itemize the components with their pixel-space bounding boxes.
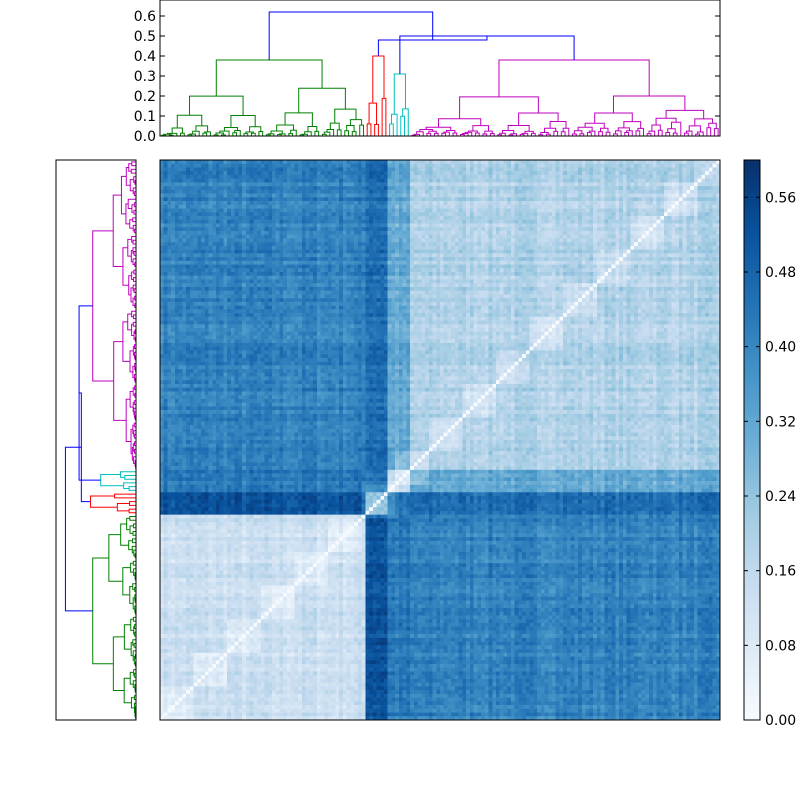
top-dendrogram [159, 0, 721, 137]
dendrogram-link [665, 131, 671, 136]
dendrogram-link [122, 321, 131, 362]
dendrogram-link [349, 119, 363, 126]
dendrogram-link [314, 130, 320, 136]
dendrogram-link [189, 95, 244, 116]
dendrogram-link [132, 538, 136, 544]
dendrogram-link [605, 131, 611, 136]
dendrogram-link [116, 502, 130, 512]
dendrogram-link [560, 131, 566, 136]
dendrogram-link [204, 131, 211, 136]
dendrogram-link [127, 313, 132, 331]
dendrogram-link [498, 59, 650, 97]
dendrogram-link [624, 132, 630, 136]
dendrogram-link [120, 523, 129, 546]
dendrogram-link [89, 495, 118, 508]
dendrogram-link [128, 486, 136, 491]
dendrogram-link [112, 636, 125, 691]
top-axis-tick-label: 0.1 [134, 109, 156, 125]
dendrogram-link [134, 708, 136, 717]
dendrogram-link [400, 115, 406, 136]
dendrogram-link [637, 127, 644, 136]
dendrogram-link [129, 516, 136, 521]
dendrogram-link [657, 129, 663, 136]
dendrogram-link [64, 446, 93, 612]
dendrogram-link [230, 115, 256, 128]
dendrogram-link [268, 11, 434, 60]
dendrogram-link [389, 123, 394, 136]
dendrogram-link [124, 474, 136, 480]
dendrogram-link [123, 482, 136, 490]
dendrogram-link [113, 341, 127, 421]
dendrogram-link [123, 624, 132, 650]
top-axis-tick-label: 0.6 [134, 9, 156, 25]
dendrogram-link [598, 131, 603, 136]
dendrogram-link [518, 112, 559, 126]
dendrogram-link [128, 508, 136, 514]
dendrogram-link [344, 130, 350, 136]
dendrogram-link [694, 118, 714, 126]
dendrogram-link [334, 108, 357, 124]
dendrogram-link [655, 117, 677, 125]
dendrogram-link [131, 236, 136, 243]
dendrogram-link [120, 471, 136, 478]
heatmap [159, 159, 721, 721]
dendrogram-link [336, 129, 342, 136]
dendrogram-link [713, 128, 719, 136]
top-axis-tick-label: 0.0 [134, 129, 156, 145]
dendrogram-link [290, 129, 297, 136]
top-dendrogram-frame [159, 0, 721, 137]
dendrogram-link [359, 124, 364, 136]
dendrogram-link [472, 125, 490, 132]
top-dendrogram-axis: 0.0 0.1 0.2 0.3 0.4 0.5 0.6 [134, 9, 720, 145]
dendrogram-link [399, 35, 575, 74]
dendrogram-link [92, 557, 114, 665]
dendrogram-link [374, 124, 379, 136]
top-axis-tick-label: 0.2 [134, 89, 156, 105]
left-dendrogram-frame [55, 159, 137, 721]
dendrogram-link [215, 59, 323, 97]
dendrogram-link [171, 127, 183, 134]
dendrogram-link [131, 161, 136, 167]
top-axis-tick-label: 0.5 [134, 29, 156, 45]
top-axis-tick-label: 0.3 [134, 69, 156, 85]
dendrogram-link [459, 96, 539, 119]
dendrogram-link [588, 130, 596, 136]
dendrogram-link [368, 102, 378, 125]
dendrogram-link [366, 123, 372, 136]
dendrogram-link [258, 131, 264, 136]
dendrogram-link [78, 305, 101, 481]
dendrogram-link [393, 73, 406, 115]
dendrogram-link [130, 168, 136, 174]
dendrogram-link [635, 130, 641, 136]
dendrogram-link [586, 132, 592, 136]
dendrogram-link [549, 120, 567, 129]
dendrogram-link [372, 55, 385, 104]
dendrogram-link [706, 127, 712, 136]
top-axis-tick-label: 0.4 [134, 49, 156, 65]
dendrogram-link [402, 108, 409, 136]
dendrogram-link [443, 131, 450, 136]
dendrogram-link [92, 230, 114, 382]
dendrogram-link [390, 113, 398, 136]
dendrogram-link [626, 130, 633, 136]
dendrogram-link [351, 131, 357, 136]
dendrogram-link [665, 109, 705, 119]
left-dendrogram [55, 159, 137, 721]
dendrogram-link [114, 493, 136, 499]
dendrogram-link [128, 501, 136, 506]
dendrogram-link [329, 122, 340, 130]
dendrogram-link [284, 112, 313, 127]
dendrogram-link [381, 97, 387, 136]
dendrogram-link [553, 130, 559, 136]
